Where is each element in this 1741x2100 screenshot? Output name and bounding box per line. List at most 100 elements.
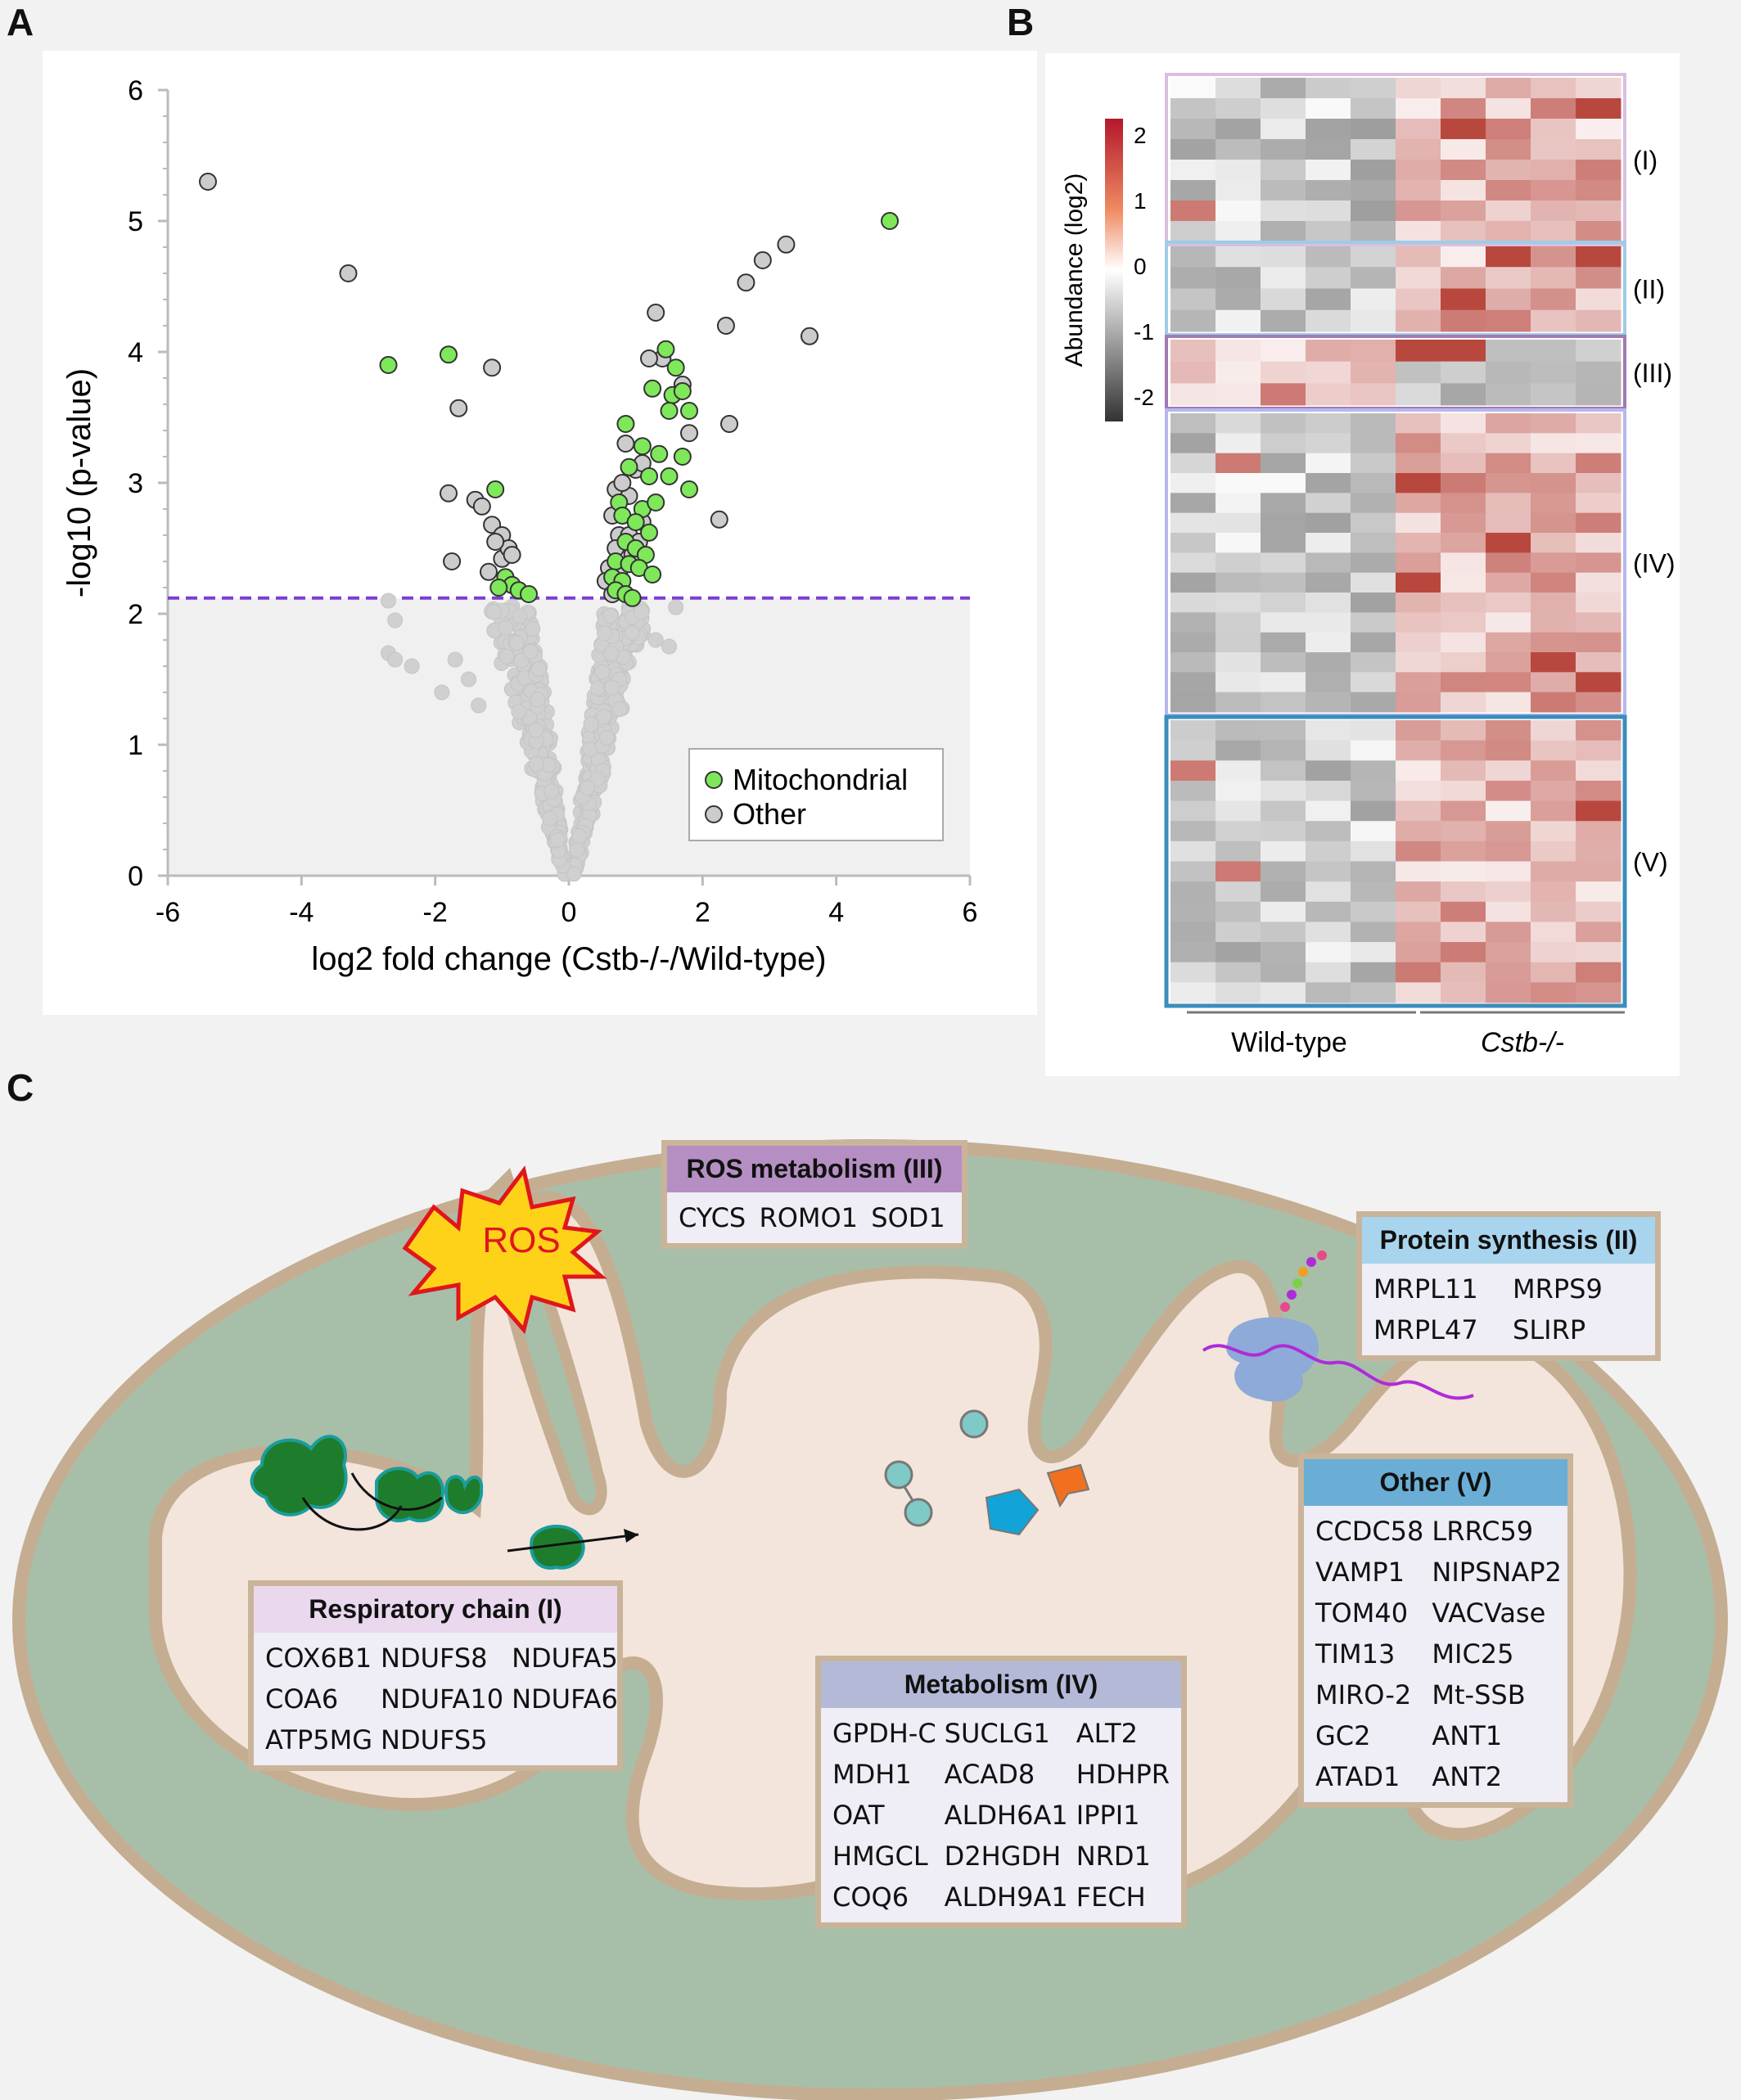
heatmap-cell xyxy=(1486,309,1531,332)
heatmap-cell xyxy=(1396,433,1441,454)
heatmap-cell xyxy=(1261,433,1306,454)
heatmap-cell xyxy=(1531,901,1576,922)
point-other xyxy=(199,173,217,191)
heatmap-cell xyxy=(1441,593,1486,613)
heatmap-cell xyxy=(1531,552,1576,574)
point-other xyxy=(737,273,755,292)
colorbar-label: Abundance (log2) xyxy=(1061,173,1088,367)
heatmap-cell xyxy=(1306,552,1351,574)
heatmap-cell xyxy=(1261,98,1306,119)
point-nonsignificant xyxy=(583,716,599,732)
point-other xyxy=(801,327,819,345)
heatmap-cell xyxy=(1531,119,1576,140)
heatmap-cell xyxy=(1216,383,1261,406)
heatmap-cell xyxy=(1531,201,1576,222)
heatmap-cell xyxy=(1306,740,1351,761)
heatmap-cell xyxy=(1216,119,1261,140)
heatmap-cell xyxy=(1576,962,1621,983)
heatmap-cell xyxy=(1170,901,1216,922)
point-mitochondrial xyxy=(656,340,675,358)
point-nonsignificant xyxy=(566,866,582,882)
heatmap-cell xyxy=(1261,840,1306,862)
heatmap-cell xyxy=(1441,982,1486,1003)
point-nonsignificant xyxy=(530,692,546,708)
heatmap-cell xyxy=(1306,340,1351,363)
heatmap-cell xyxy=(1396,800,1441,822)
heatmap-cell xyxy=(1351,652,1396,673)
panel-letter-c: C xyxy=(7,1066,34,1109)
heatmap-cell xyxy=(1261,288,1306,311)
heatmap-cell xyxy=(1351,692,1396,713)
heatmap-cell xyxy=(1261,221,1306,242)
heatmap-cell xyxy=(1351,201,1396,222)
heatmap-cell xyxy=(1261,119,1306,140)
heatmap-cell xyxy=(1216,922,1261,943)
point-nonsignificant xyxy=(634,604,650,620)
metabolite-icons xyxy=(884,1409,1090,1536)
heatmap-cell xyxy=(1441,493,1486,514)
point-mitochondrial xyxy=(489,579,508,597)
heatmap-cell xyxy=(1351,861,1396,882)
heatmap-cell xyxy=(1396,533,1441,553)
heatmap-cell xyxy=(1396,632,1441,653)
heatmap-cell xyxy=(1306,593,1351,613)
heatmap-cell xyxy=(1576,612,1621,633)
colorbar-tick: 1 xyxy=(1134,188,1147,214)
heatmap-cell xyxy=(1216,740,1261,761)
heatmap-cell xyxy=(1261,962,1306,983)
point-mitochondrial xyxy=(673,448,692,466)
heatmap-cell xyxy=(1306,861,1351,882)
heatmap-cell xyxy=(1306,982,1351,1003)
colorbar xyxy=(1105,119,1123,421)
heatmap-cell xyxy=(1306,160,1351,181)
heatmap-cell xyxy=(1486,552,1531,574)
heatmap-cell xyxy=(1531,493,1576,514)
heatmap: 2 1 0 -1 -2 Abundance (log2) (I) (II) (III) (IV… xyxy=(1061,73,1676,1058)
heatmap-cell xyxy=(1576,760,1621,782)
heatmap-cell xyxy=(1576,309,1621,332)
heatmap-cell xyxy=(1486,119,1531,140)
heatmap-cell xyxy=(1531,340,1576,363)
protein-label xyxy=(512,1724,618,1755)
heatmap-cell xyxy=(1351,552,1396,574)
y-axis-title: -log10 (p-value) xyxy=(61,368,97,597)
heatmap-cell xyxy=(1216,652,1261,673)
heatmap-cell xyxy=(1216,861,1261,882)
heatmap-cell xyxy=(1351,720,1396,741)
heatmap-cell xyxy=(1216,881,1261,903)
point-mitochondrial xyxy=(666,358,685,377)
heatmap-cell xyxy=(1396,612,1441,633)
heatmap-cell xyxy=(1531,881,1576,903)
heatmap-cell xyxy=(1170,160,1216,181)
heatmap-cell xyxy=(1486,740,1531,761)
heatmap-cell xyxy=(1486,942,1531,963)
heatmap-cell xyxy=(1306,840,1351,862)
point-other xyxy=(443,552,462,570)
heatmap-cell xyxy=(1396,493,1441,514)
point-nonsignificant xyxy=(594,664,611,680)
protein-label: ALT2 xyxy=(1076,1718,1138,1749)
heatmap-cell xyxy=(1170,340,1216,363)
protein-label: COA6 xyxy=(265,1683,339,1715)
colorbar-tick: 0 xyxy=(1134,254,1147,279)
heatmap-cell xyxy=(1216,98,1261,119)
heatmap-cell xyxy=(1441,361,1486,384)
heatmap-cell xyxy=(1170,612,1216,633)
heatmap-cell xyxy=(1216,760,1261,782)
heatmap-cell xyxy=(1351,383,1396,406)
heatmap-cell xyxy=(1216,821,1261,842)
heatmap-cell xyxy=(1261,309,1306,332)
heatmap-cell xyxy=(1351,612,1396,633)
protein-label: NRD1 xyxy=(1076,1841,1151,1872)
heatmap-cell xyxy=(1441,821,1486,842)
protein-label: GPDH-C xyxy=(832,1718,936,1749)
point-nonsignificant xyxy=(447,651,463,668)
heatmap-cell xyxy=(1351,361,1396,384)
heatmap-cell xyxy=(1216,982,1261,1003)
heatmap-cell xyxy=(1170,433,1216,454)
heatmap-cell xyxy=(1216,473,1261,493)
heatmap-cell xyxy=(1531,942,1576,963)
heatmap-cell xyxy=(1306,139,1351,160)
heatmap-cell xyxy=(1531,760,1576,782)
heatmap-cell xyxy=(1486,473,1531,493)
